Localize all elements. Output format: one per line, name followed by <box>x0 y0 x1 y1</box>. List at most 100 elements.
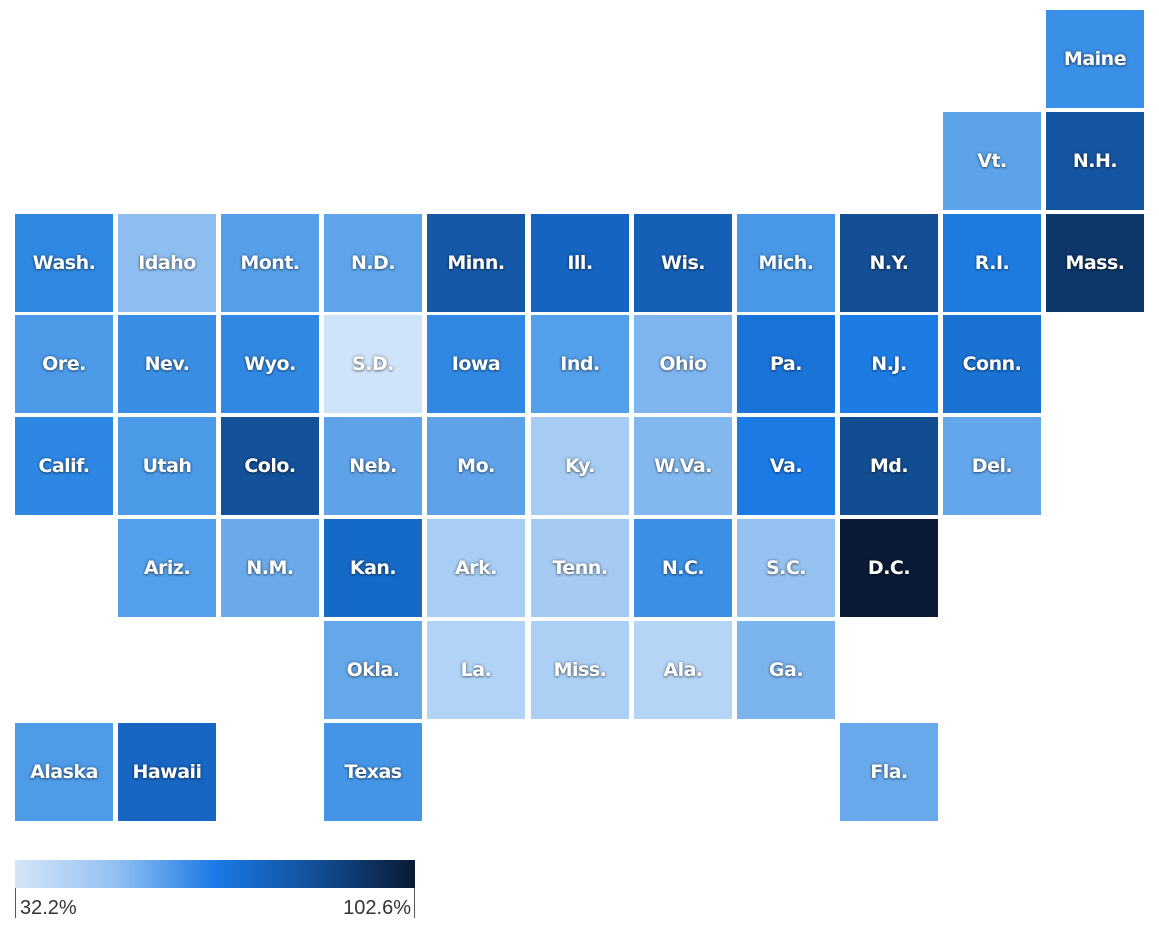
state-tile[interactable]: Wyo. <box>221 315 319 413</box>
state-tile[interactable]: Va. <box>737 417 835 515</box>
state-tile[interactable]: Ill. <box>531 214 629 312</box>
state-tile[interactable]: Ala. <box>634 621 732 719</box>
state-tile[interactable]: Ohio <box>634 315 732 413</box>
state-label: Calif. <box>38 455 90 477</box>
state-tile[interactable]: Utah <box>118 417 216 515</box>
state-tile[interactable]: Maine <box>1046 10 1144 108</box>
state-label: S.D. <box>352 353 394 375</box>
state-label: Kan. <box>349 557 397 579</box>
state-label: Okla. <box>346 659 400 681</box>
state-tile[interactable]: Ind. <box>531 315 629 413</box>
state-tile[interactable]: N.M. <box>221 519 319 617</box>
state-tile[interactable]: Miss. <box>531 621 629 719</box>
state-label: Nev. <box>144 353 190 375</box>
state-tile[interactable]: Ariz. <box>118 519 216 617</box>
state-label: Texas <box>344 761 402 783</box>
state-label: Ind. <box>560 353 600 375</box>
state-tile[interactable]: S.C. <box>737 519 835 617</box>
state-tile[interactable]: Ark. <box>427 519 525 617</box>
state-tile[interactable]: Mo. <box>427 417 525 515</box>
state-tile[interactable]: Okla. <box>324 621 422 719</box>
state-label: Ill. <box>567 252 593 274</box>
legend-max-tick <box>414 888 415 918</box>
state-tile[interactable]: Ga. <box>737 621 835 719</box>
state-tile[interactable]: Wis. <box>634 214 732 312</box>
state-tile[interactable]: Neb. <box>324 417 422 515</box>
state-label: N.J. <box>871 353 907 375</box>
state-label: Pa. <box>770 353 802 375</box>
state-label: Ga. <box>768 659 804 681</box>
state-label: Mont. <box>240 252 300 274</box>
color-legend: 32.2% 102.6% <box>15 860 415 920</box>
state-tile[interactable]: Nev. <box>118 315 216 413</box>
state-tile[interactable]: N.D. <box>324 214 422 312</box>
state-label: Neb. <box>349 455 397 477</box>
state-tile[interactable]: Calif. <box>15 417 113 515</box>
state-tile[interactable]: D.C. <box>840 519 938 617</box>
state-tile[interactable]: W.Va. <box>634 417 732 515</box>
state-tile[interactable]: Alaska <box>15 723 113 821</box>
state-tile[interactable]: Md. <box>840 417 938 515</box>
state-label: Conn. <box>962 353 1022 375</box>
legend-min-tick <box>15 888 16 918</box>
state-label: Del. <box>971 455 1013 477</box>
state-label: Wyo. <box>244 353 296 375</box>
state-tile[interactable]: N.H. <box>1046 112 1144 210</box>
state-tile[interactable]: Kan. <box>324 519 422 617</box>
state-tile[interactable]: Ky. <box>531 417 629 515</box>
state-tile[interactable]: Idaho <box>118 214 216 312</box>
state-tile[interactable]: N.C. <box>634 519 732 617</box>
state-tile[interactable]: Texas <box>324 723 422 821</box>
state-label: D.C. <box>867 557 911 579</box>
state-label: Wis. <box>661 252 706 274</box>
state-label: R.I. <box>974 252 1010 274</box>
state-label: Hawaii <box>132 761 202 783</box>
state-tile[interactable]: Iowa <box>427 315 525 413</box>
state-tile[interactable]: La. <box>427 621 525 719</box>
state-label: Ky. <box>565 455 595 477</box>
state-label: Ala. <box>663 659 703 681</box>
state-label: W.Va. <box>654 455 712 477</box>
state-tile[interactable]: Del. <box>943 417 1041 515</box>
state-tile[interactable]: Minn. <box>427 214 525 312</box>
state-label: Mich. <box>758 252 814 274</box>
state-tile[interactable]: Vt. <box>943 112 1041 210</box>
state-label: N.D. <box>350 252 396 274</box>
state-label: Miss. <box>553 659 607 681</box>
state-label: Fla. <box>870 761 908 783</box>
legend-min-label: 32.2% <box>20 897 77 919</box>
state-label: Alaska <box>30 761 98 783</box>
state-label: Vt. <box>977 150 1007 172</box>
state-tile[interactable]: Conn. <box>943 315 1041 413</box>
state-tile[interactable]: R.I. <box>943 214 1041 312</box>
state-label: Maine <box>1063 48 1127 70</box>
state-label: Mo. <box>457 455 495 477</box>
state-label: N.Y. <box>869 252 909 274</box>
state-tile[interactable]: Fla. <box>840 723 938 821</box>
state-label: N.C. <box>661 557 705 579</box>
state-label: Iowa <box>451 353 501 375</box>
state-tile[interactable]: Mont. <box>221 214 319 312</box>
state-label: Tenn. <box>552 557 608 579</box>
state-label: Md. <box>869 455 909 477</box>
state-tile[interactable]: Hawaii <box>118 723 216 821</box>
state-tile[interactable]: Mich. <box>737 214 835 312</box>
state-tile[interactable]: S.D. <box>324 315 422 413</box>
legend-max-label: 102.6% <box>343 897 411 919</box>
state-label: N.M. <box>246 557 294 579</box>
state-label: N.H. <box>1072 150 1118 172</box>
state-tile[interactable]: Pa. <box>737 315 835 413</box>
state-tile[interactable]: Mass. <box>1046 214 1144 312</box>
state-label: Minn. <box>447 252 505 274</box>
state-tile[interactable]: N.Y. <box>840 214 938 312</box>
state-tile[interactable]: Ore. <box>15 315 113 413</box>
state-tile[interactable]: Colo. <box>221 417 319 515</box>
state-tile[interactable]: N.J. <box>840 315 938 413</box>
state-label: Idaho <box>138 252 196 274</box>
state-tile[interactable]: Wash. <box>15 214 113 312</box>
state-label: Utah <box>142 455 192 477</box>
state-label: Ohio <box>659 353 707 375</box>
state-tile[interactable]: Tenn. <box>531 519 629 617</box>
state-label: La. <box>460 659 492 681</box>
